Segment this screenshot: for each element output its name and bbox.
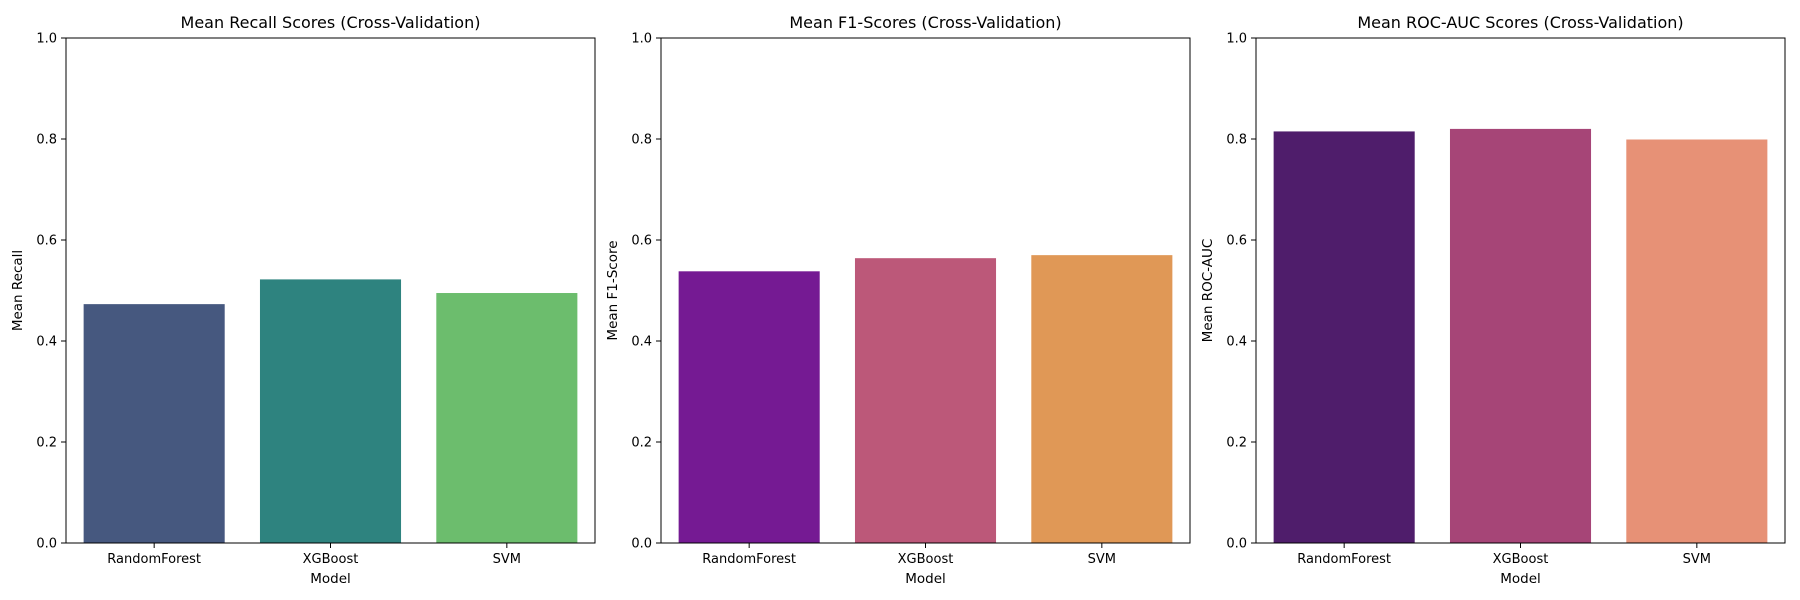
chart-title: Mean ROC-AUC Scores (Cross-Validation) — [1357, 13, 1683, 32]
bar-xgboost — [259, 279, 402, 543]
y-tick-label: 0.6 — [1226, 234, 1247, 249]
x-axis-label: Model — [310, 571, 351, 587]
y-tick-label: 0.0 — [631, 537, 652, 552]
y-tick-label: 0.0 — [1226, 537, 1247, 552]
bar-xgboost — [854, 258, 997, 543]
y-tick-label: 1.0 — [631, 32, 652, 47]
x-tick-label: XGBoost — [1493, 552, 1549, 567]
bar-randomforest — [678, 271, 820, 543]
x-tick-label: RandomForest — [702, 552, 796, 567]
y-tick-label: 0.0 — [36, 537, 57, 552]
bar-svm — [1031, 255, 1173, 543]
chart-title: Mean Recall Scores (Cross-Validation) — [181, 13, 481, 32]
x-tick-label: XGBoost — [303, 552, 359, 567]
x-tick-label: SVM — [1088, 552, 1116, 567]
y-tick-label: 0.4 — [36, 335, 57, 350]
bar-xgboost — [1449, 128, 1592, 543]
y-tick-label: 0.8 — [631, 133, 652, 148]
x-axis-label: Model — [905, 571, 946, 587]
x-tick-label: SVM — [1683, 552, 1711, 567]
y-tick-label: 0.4 — [631, 335, 652, 350]
y-tick-label: 0.2 — [36, 436, 57, 451]
chart-panel-1: 0.0 0.2 0.4 0.6 0.8 1.0 RandomForest XGBoost SVM… — [10, 13, 596, 587]
bar-svm — [1626, 139, 1768, 543]
bar-randomforest — [83, 304, 225, 543]
chart-panel-2: 0.0 0.2 0.4 0.6 0.8 1.0 RandomForest XGBoost SVM… — [605, 13, 1191, 587]
bar-svm — [436, 293, 578, 543]
y-axis-label: Mean ROC-AUC — [1200, 239, 1216, 343]
y-tick-label: 0.8 — [36, 133, 57, 148]
y-axis-label: Mean Recall — [10, 250, 26, 331]
x-tick-label: SVM — [493, 552, 521, 567]
x-tick-label: RandomForest — [1297, 552, 1391, 567]
y-tick-label: 0.4 — [1226, 335, 1247, 350]
y-tick-label: 0.2 — [1226, 436, 1247, 451]
y-tick-label: 1.0 — [1226, 32, 1247, 47]
y-tick-label: 0.6 — [631, 234, 652, 249]
y-tick-label: 0.6 — [36, 234, 57, 249]
chart-panel-3: 0.0 0.2 0.4 0.6 0.8 1.0 RandomForest XGBoost SVM… — [1200, 13, 1786, 587]
bar-randomforest — [1273, 131, 1415, 543]
y-tick-label: 0.2 — [631, 436, 652, 451]
chart-title: Mean F1-Scores (Cross-Validation) — [789, 13, 1061, 32]
x-tick-label: RandomForest — [107, 552, 201, 567]
x-axis-label: Model — [1500, 571, 1541, 587]
y-tick-label: 0.8 — [1226, 133, 1247, 148]
y-tick-label: 1.0 — [36, 32, 57, 47]
y-axis-label: Mean F1-Score — [605, 240, 621, 340]
x-tick-label: XGBoost — [898, 552, 954, 567]
